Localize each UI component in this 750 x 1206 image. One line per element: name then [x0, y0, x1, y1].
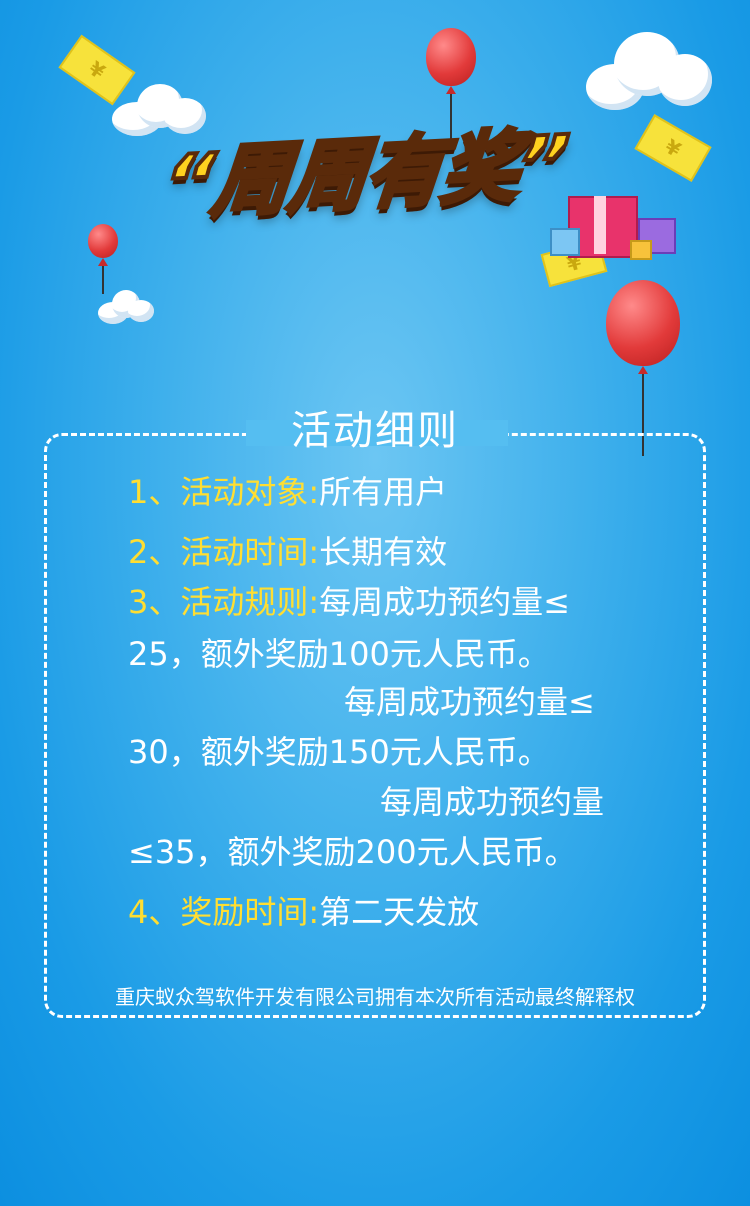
rule-item-rules: 3、活动规则:每周成功预约量≤	[128, 583, 570, 621]
footer-disclaimer: 重庆蚁众驾软件开发有限公司拥有本次所有活动最终解释权	[115, 985, 635, 1009]
rule-tier-30: 30，额外奖励150元人民币。	[128, 733, 550, 771]
rule-item-reward-time: 4、奖励时间:第二天发放	[128, 893, 480, 931]
cloud-icon	[586, 32, 712, 112]
rule-item-audience: 1、活动对象:所有用户	[128, 473, 448, 511]
rule-tier-25: 25，额外奖励100元人民币。	[128, 635, 550, 673]
rule-tier-30-prefix: 每周成功预约量≤	[344, 683, 595, 721]
rule-tier-35-prefix: 每周成功预约量	[380, 783, 605, 821]
banner-title: “周周有奖”	[158, 118, 573, 233]
cloud-icon	[112, 82, 207, 137]
rule-tier-35: ≤35，额外奖励200元人民币。	[128, 833, 577, 871]
heading-mask	[246, 420, 508, 446]
cloud-icon	[98, 290, 154, 324]
rules-heading: 活动细则	[291, 408, 459, 454]
money-note-icon: ¥	[634, 114, 712, 182]
rule-item-time: 2、活动时间:长期有效	[128, 533, 448, 571]
promo-banner: “周周有奖”	[130, 118, 600, 240]
